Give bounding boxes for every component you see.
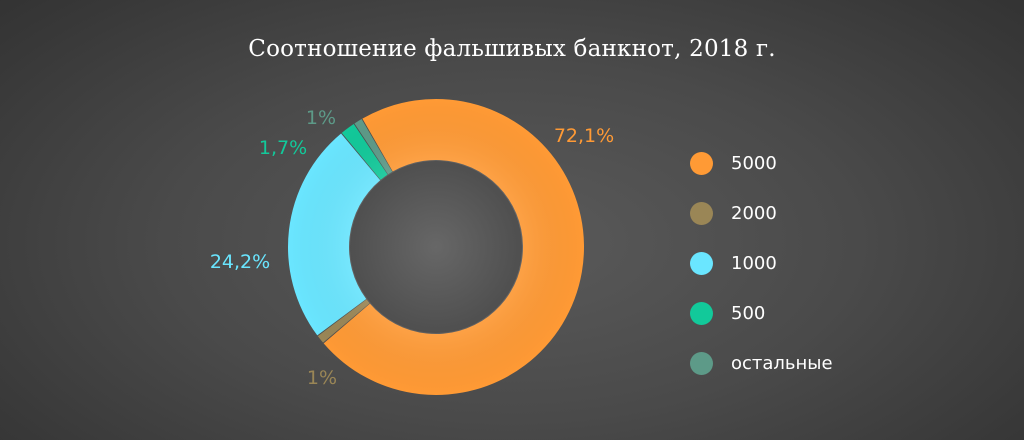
chart-title: Соотношение фальшивых банкнот, 2018 г.: [248, 36, 776, 62]
data-label-2000: 1%: [307, 367, 337, 389]
data-label-5000: 72,1%: [554, 125, 614, 147]
legend-label: 500: [731, 302, 766, 324]
legend-item-500: 500: [690, 288, 833, 338]
donut-hole: [350, 161, 522, 333]
legend-label: 2000: [731, 202, 777, 224]
data-label-500: 1,7%: [259, 137, 307, 159]
legend: 5000 2000 1000 500 остальные: [690, 138, 833, 388]
legend-label: 5000: [731, 152, 777, 174]
legend-swatch: [690, 301, 713, 325]
legend-item-5000: 5000: [690, 138, 833, 188]
legend-swatch: [690, 251, 713, 275]
data-label-остальные: 1%: [306, 107, 336, 129]
data-label-1000: 24,2%: [210, 251, 270, 273]
legend-item-2000: 2000: [690, 188, 833, 238]
legend-swatch: [690, 151, 713, 175]
legend-swatch: [690, 351, 713, 375]
legend-label: 1000: [731, 252, 777, 274]
legend-item-остальные: остальные: [690, 338, 833, 388]
legend-item-1000: 1000: [690, 238, 833, 288]
legend-label: остальные: [731, 352, 833, 374]
legend-swatch: [690, 201, 713, 225]
